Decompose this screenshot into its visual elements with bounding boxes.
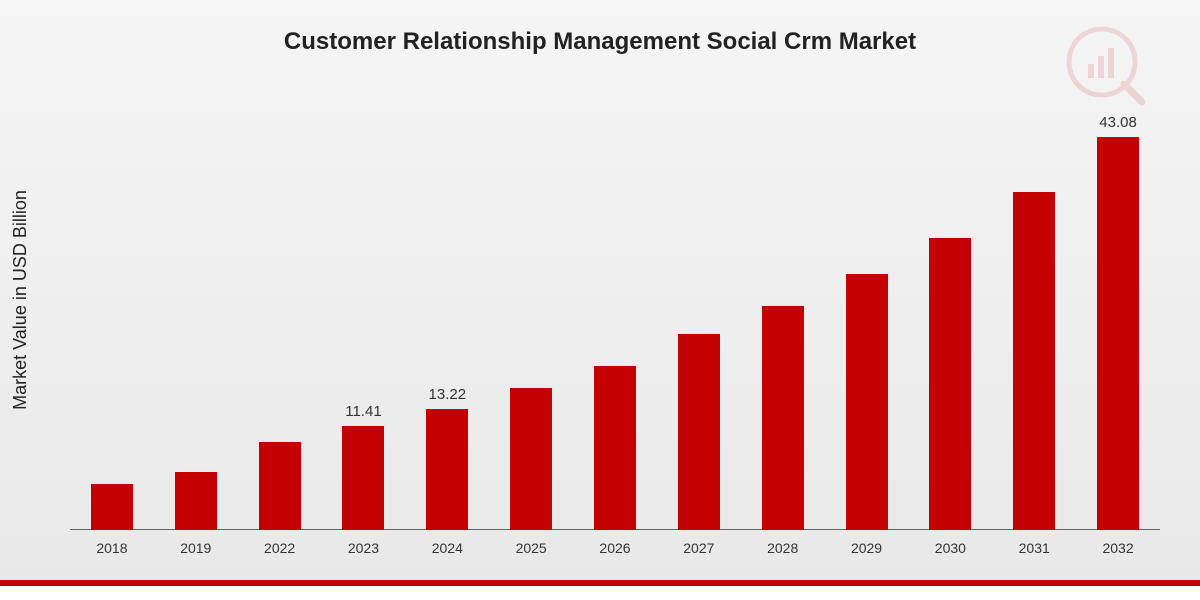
bar-value-label: 43.08 [1078, 114, 1158, 131]
brand-logo-icon [1060, 20, 1150, 115]
bar-value-label: 13.22 [407, 386, 487, 403]
bar [510, 388, 552, 530]
bar [678, 334, 720, 530]
chart-title: Customer Relationship Management Social … [0, 28, 1200, 56]
bar [846, 274, 888, 530]
bar-value-label: 11.41 [323, 403, 403, 420]
y-axis-label: Market Value in USD Billion [10, 190, 31, 410]
x-tick-label: 2029 [827, 540, 907, 556]
bar [91, 484, 133, 530]
x-tick-label: 2022 [240, 540, 320, 556]
x-tick-label: 2019 [156, 540, 236, 556]
chart-plot-area: 201820192022202311.41202413.222025202620… [70, 110, 1160, 530]
bar [594, 366, 636, 530]
x-tick-label: 2025 [491, 540, 571, 556]
bar [1013, 192, 1055, 530]
bar [175, 472, 217, 530]
x-tick-label: 2024 [407, 540, 487, 556]
x-tick-label: 2026 [575, 540, 655, 556]
bar [259, 442, 301, 530]
x-tick-label: 2028 [743, 540, 823, 556]
footer-strip-white [0, 586, 1200, 600]
x-tick-label: 2032 [1078, 540, 1158, 556]
bar [1097, 137, 1139, 530]
bar [762, 306, 804, 530]
x-tick-label: 2018 [72, 540, 152, 556]
bar [426, 409, 468, 530]
bar [342, 426, 384, 530]
footer-strip [0, 580, 1200, 600]
bar [929, 238, 971, 530]
x-tick-label: 2030 [910, 540, 990, 556]
x-tick-label: 2027 [659, 540, 739, 556]
x-tick-label: 2031 [994, 540, 1074, 556]
x-tick-label: 2023 [323, 540, 403, 556]
